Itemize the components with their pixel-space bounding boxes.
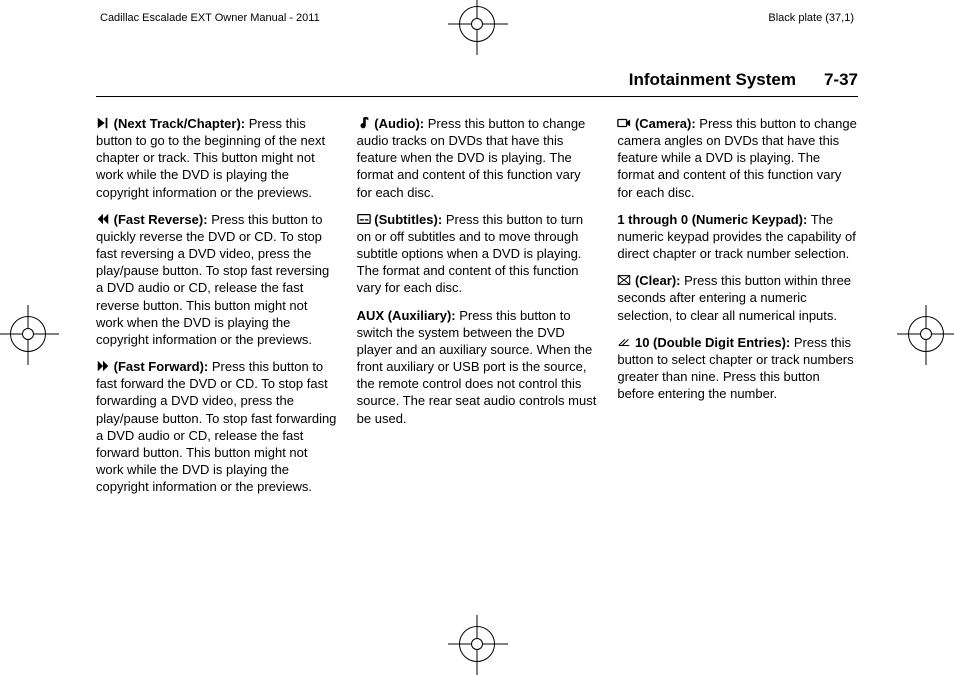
entry-label: (Fast Forward):	[114, 359, 209, 374]
crop-mark-right	[908, 316, 944, 352]
next-track-icon	[96, 116, 110, 130]
entry-label: (Clear):	[635, 273, 681, 288]
entry-subtitles: (Subtitles): Press this button to turn o…	[357, 211, 598, 297]
entry-fast-forward: (Fast Forward): Press this button to fas…	[96, 358, 337, 495]
page-number: 7-37	[824, 70, 858, 90]
entry-label: (Audio):	[374, 116, 424, 131]
page-content: Infotainment System 7-37 (Next Track/Cha…	[96, 70, 858, 505]
audio-icon	[357, 116, 371, 130]
column-2: (Audio): Press this button to change aud…	[357, 115, 598, 505]
entry-label: (Subtitles):	[374, 212, 442, 227]
double-digit-icon	[617, 335, 631, 349]
entry-text: Press this button to quickly reverse the…	[96, 212, 329, 347]
entry-label: 1 through 0 (Numeric Keypad):	[617, 212, 807, 227]
subtitles-icon	[357, 212, 371, 226]
section-header: Infotainment System 7-37	[96, 70, 858, 97]
column-1: (Next Track/Chapter): Press this button …	[96, 115, 337, 505]
entry-double-digit: 10 (Double Digit Entries): Press this bu…	[617, 334, 858, 403]
entry-aux: AUX (Auxiliary): Press this button to sw…	[357, 307, 598, 427]
entry-numeric-keypad: 1 through 0 (Numeric Keypad): The numeri…	[617, 211, 858, 262]
entry-next-track: (Next Track/Chapter): Press this button …	[96, 115, 337, 201]
entry-text: Press this button to switch the system b…	[357, 308, 597, 426]
plate-info: Black plate (37,1)	[768, 12, 854, 24]
entry-fast-reverse: (Fast Reverse): Press this button to qui…	[96, 211, 337, 348]
entry-label: AUX (Auxiliary):	[357, 308, 456, 323]
fast-forward-icon	[96, 359, 110, 373]
section-title: Infotainment System	[629, 70, 796, 90]
camera-icon	[617, 116, 631, 130]
entry-clear: (Clear): Press this button within three …	[617, 272, 858, 323]
print-header: Cadillac Escalade EXT Owner Manual - 201…	[0, 12, 954, 24]
clear-icon	[617, 273, 631, 287]
entry-label: (Fast Reverse):	[114, 212, 208, 227]
entry-label: (Camera):	[635, 116, 696, 131]
column-3: (Camera): Press this button to change ca…	[617, 115, 858, 505]
fast-reverse-icon	[96, 212, 110, 226]
columns: (Next Track/Chapter): Press this button …	[96, 115, 858, 505]
manual-title: Cadillac Escalade EXT Owner Manual - 201…	[100, 12, 320, 24]
crop-mark-bottom	[459, 626, 495, 662]
entry-label: (Next Track/Chapter):	[114, 116, 245, 131]
entry-camera: (Camera): Press this button to change ca…	[617, 115, 858, 201]
crop-mark-left	[10, 316, 46, 352]
entry-label: 10 (Double Digit Entries):	[635, 335, 790, 350]
entry-audio: (Audio): Press this button to change aud…	[357, 115, 598, 201]
entry-text: Press this button to fast forward the DV…	[96, 359, 336, 494]
